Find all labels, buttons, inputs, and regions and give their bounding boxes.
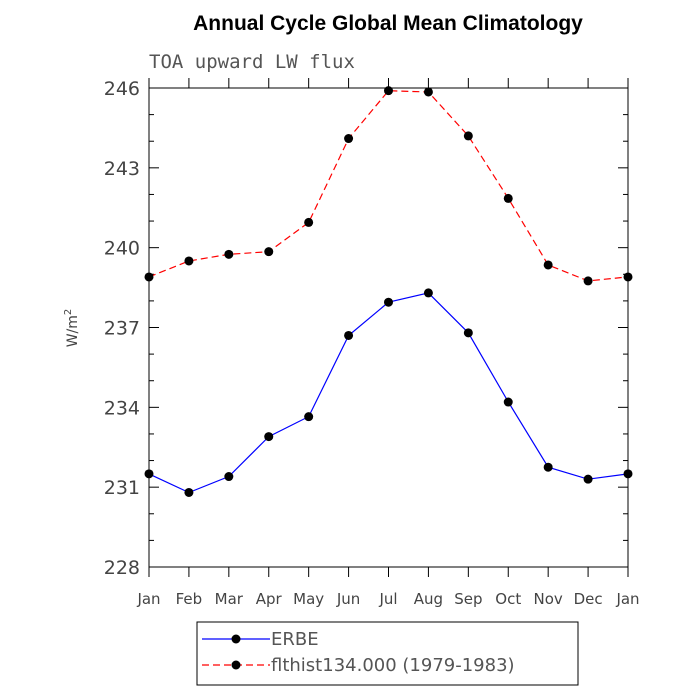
axes-frame: [148, 78, 629, 577]
series-1-point: [304, 217, 314, 227]
y-tick-label: 240: [104, 238, 140, 260]
series-1-point: [543, 260, 553, 270]
y-tick-label: 246: [104, 78, 140, 100]
series-1-point: [463, 131, 473, 141]
series-1-point: [583, 276, 593, 286]
chart-title: Annual Cycle Global Mean Climatology: [193, 12, 583, 35]
series-1-point: [184, 256, 194, 266]
series-line-0: [148, 292, 629, 494]
series-0-point: [224, 472, 234, 482]
series-0-point: [304, 412, 314, 422]
x-tick-label: Mar: [215, 590, 244, 608]
x-tick-label: Jul: [378, 590, 397, 608]
legend: ERBE flthist134.000 (1979-1983): [196, 621, 579, 686]
y-axis-label: W/m2: [63, 309, 81, 348]
y-tick-label: 228: [104, 557, 140, 579]
x-tick-label: Jan: [136, 590, 160, 608]
chart-subtitle: TOA upward LW flux: [149, 51, 355, 73]
x-tick-label: Jan: [615, 590, 639, 608]
plot-frame: [148, 87, 629, 568]
x-tick-label: Sep: [454, 590, 482, 608]
x-tick-label: Oct: [495, 590, 521, 608]
series-1-point: [423, 87, 433, 97]
legend-box: [196, 621, 579, 686]
series-0-point: [583, 474, 593, 484]
x-tick-labels: Jan Feb Mar Apr May Jun Jul Aug Sep Oct Nov Dec Jan: [136, 590, 639, 608]
series-0-point: [503, 397, 513, 407]
x-tick-label: Nov: [534, 590, 563, 608]
x-tick-label: Dec: [574, 590, 603, 608]
legend-marker-flthist: [231, 660, 241, 670]
series-0-point: [384, 297, 393, 307]
y-tick-label: 231: [104, 477, 140, 499]
series-0-point: [264, 432, 274, 442]
series-0-point: [144, 469, 154, 479]
series-line-1: [148, 90, 629, 282]
y-axis-label-superscript: 2: [63, 309, 74, 315]
y-tick-label: 234: [104, 397, 140, 419]
legend-label-erbe: ERBE: [271, 629, 319, 650]
series-1-point: [224, 249, 234, 259]
y-tick-labels: 228 231 234 237 240 243 246: [104, 78, 140, 579]
plot-area: [144, 86, 633, 497]
series-0-point: [463, 328, 473, 338]
y-tick-label: 237: [104, 318, 140, 340]
series-1-point: [264, 247, 274, 257]
series-1-point: [344, 134, 354, 144]
x-tick-label: Aug: [414, 590, 443, 608]
legend-label-flthist: flthist134.000 (1979-1983): [271, 655, 515, 676]
y-tick-label: 243: [104, 158, 140, 180]
legend-marker-erbe: [231, 634, 241, 644]
x-tick-label: May: [293, 590, 324, 608]
series-1-point: [503, 193, 513, 203]
series-0-point: [543, 462, 553, 472]
series-1-point: [384, 86, 393, 96]
series-0-point: [344, 330, 354, 340]
x-tick-label: Apr: [256, 590, 283, 608]
series-0-point: [184, 487, 194, 497]
x-tick-label: Feb: [176, 590, 203, 608]
series-0-point: [423, 288, 433, 298]
series-1-point: [623, 272, 633, 282]
series-0-point: [623, 469, 633, 479]
series-1-point: [144, 272, 154, 282]
x-tick-label: Jun: [336, 590, 360, 608]
